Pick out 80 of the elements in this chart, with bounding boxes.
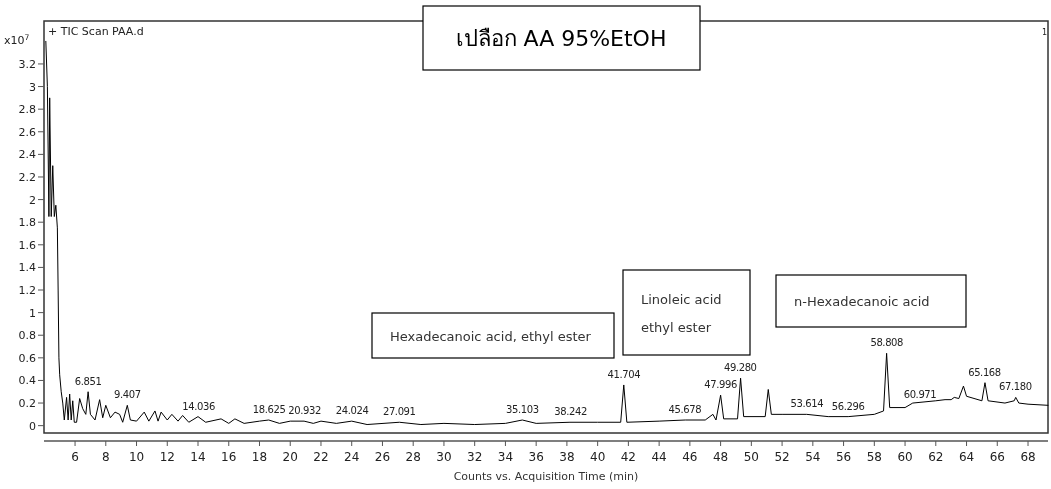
y-tick-label: 2.4 xyxy=(18,148,36,162)
y-tick-label: 2.8 xyxy=(18,103,36,117)
annotation: 14.036 xyxy=(182,400,215,412)
annotation: 20.932 xyxy=(288,405,321,417)
annotation: n-Hexadecanoic acid xyxy=(794,294,930,309)
compound-label: Hexadecanoic acid, ethyl ester xyxy=(371,312,615,359)
x-tick-label: 66 xyxy=(989,450,1005,464)
y-tick-label: 2 xyxy=(29,193,36,207)
x-tick-label: 44 xyxy=(651,450,667,464)
x-tick-label: 20 xyxy=(282,450,298,464)
x-tick-label: 42 xyxy=(620,450,637,464)
annotation: 65.168 xyxy=(968,366,1001,378)
annotation: Hexadecanoic acid, ethyl ester xyxy=(390,328,592,344)
chart-title: เปลือก AA 95%EtOH xyxy=(455,26,667,51)
annotation: 6.851 xyxy=(74,375,102,387)
x-tick-label: 8 xyxy=(101,450,110,464)
x-tick-label: 60 xyxy=(897,450,913,464)
x-tick-label: 28 xyxy=(405,450,421,464)
annotation: 27.091 xyxy=(382,406,416,418)
y-tick-label: 0.6 xyxy=(18,351,36,365)
x-tick-label: 24 xyxy=(344,450,360,464)
x-tick-label: 46 xyxy=(682,450,698,464)
x-tick-label: 16 xyxy=(221,450,237,464)
x-tick-label: 54 xyxy=(805,450,821,464)
x-tick-label: 62 xyxy=(928,450,944,464)
annotation: 1 xyxy=(1042,28,1048,37)
annotation: 60.971 xyxy=(903,389,937,401)
y-tick-label: 0.4 xyxy=(18,374,36,388)
x-tick-label: 36 xyxy=(528,450,544,464)
x-tick-label: 34 xyxy=(497,450,514,464)
x-tick-label: 48 xyxy=(712,450,729,464)
y-tick-label: 0 xyxy=(29,419,36,433)
y-tick-label: 2.2 xyxy=(18,170,36,184)
annotation: 18.625 xyxy=(252,404,286,415)
x-tick-label: 40 xyxy=(590,450,606,464)
x-tick-label: 52 xyxy=(774,450,790,464)
x-tick-label: 32 xyxy=(467,450,483,464)
y-tick-label: 1 xyxy=(29,306,36,320)
x-tick-label: 10 xyxy=(128,450,145,464)
y-tick-label: 0.2 xyxy=(18,397,36,411)
annotation: 56.296 xyxy=(831,400,865,412)
annotation: 49.280 xyxy=(723,362,757,374)
annotation: 47.996 xyxy=(704,379,737,391)
x-axis-title: Counts vs. Acquisition Time (min) xyxy=(453,470,639,483)
x-tick-label: 26 xyxy=(374,450,391,464)
annotation: 67.180 xyxy=(999,381,1032,393)
y-tick-label: 3 xyxy=(29,80,36,94)
x-tick-label: 56 xyxy=(835,450,852,464)
x-tick-label: 18 xyxy=(251,450,268,464)
y-tick-label: 0.8 xyxy=(18,329,36,343)
annotation: 35.103 xyxy=(506,404,539,415)
y-tick-label: 2.6 xyxy=(18,125,36,139)
y-tick-label: 1.4 xyxy=(18,261,36,275)
x-tick-label: 58 xyxy=(866,450,882,464)
compound-label: Linoleic acid ethyl ester xyxy=(622,269,751,356)
x-tick-label: 6 xyxy=(71,450,79,464)
x-tick-label: 12 xyxy=(159,450,175,464)
x-tick-label: 14 xyxy=(190,450,206,464)
y-tick-label: 3.2 xyxy=(18,57,36,71)
annotation: 45.678 xyxy=(668,404,702,415)
y-tick-label: 1.8 xyxy=(18,216,36,230)
x-tick-label: 64 xyxy=(958,450,975,464)
x-tick-label: 68 xyxy=(1020,450,1036,464)
y-tick-label: 1.2 xyxy=(18,284,36,298)
annotation: + TIC Scan PAA.d xyxy=(48,25,144,38)
title: เปลือก AA 95%EtOH xyxy=(422,5,701,71)
annotation: 24.024 xyxy=(335,405,369,417)
x-tick-label: 50 xyxy=(743,450,759,464)
x-tick-label: 30 xyxy=(436,450,452,464)
annotation: Linoleic acid ethyl ester xyxy=(641,291,722,335)
annotation: 38.242 xyxy=(554,406,587,418)
annotation: 41.704 xyxy=(607,368,641,380)
annotation: 58.808 xyxy=(870,337,904,349)
y-tick-label: 1.6 xyxy=(18,238,36,252)
x-tick-label: 22 xyxy=(313,450,329,464)
annotation: 53.614 xyxy=(790,398,824,410)
compound-label: n-Hexadecanoic acid xyxy=(775,274,967,328)
x-tick-label: 38 xyxy=(559,450,575,464)
y-axis-title: x10$^{7}$ xyxy=(4,32,30,47)
annotation: 9.407 xyxy=(114,389,141,401)
